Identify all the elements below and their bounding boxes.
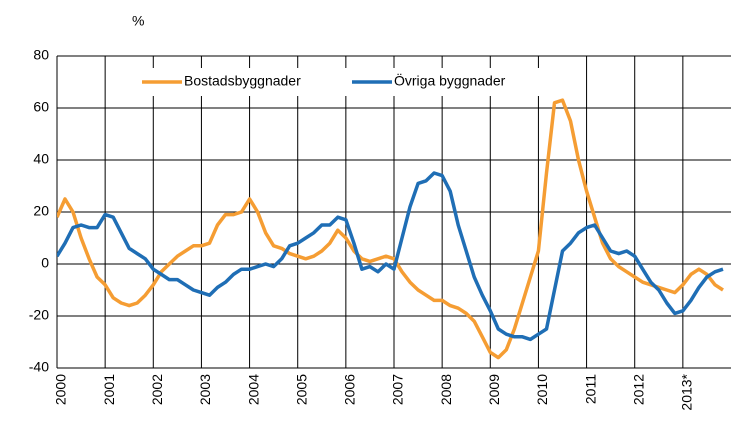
x-tick-label: 2002: [149, 374, 165, 405]
data-line: [57, 171, 724, 342]
x-tick-label: 2003: [197, 374, 213, 405]
legend-label: Övriga byggnader: [394, 72, 506, 89]
x-tick-label: 2010: [534, 374, 550, 405]
y-axis-label: %: [132, 13, 144, 29]
x-tick-label: 2006: [342, 374, 358, 405]
x-tick-label: 2013*: [679, 373, 695, 410]
y-tick-label: 0: [41, 255, 49, 271]
y-tick-label: 40: [33, 151, 49, 167]
y-tick-label: 20: [33, 203, 49, 219]
x-tick-label: 2007: [390, 374, 406, 405]
y-tick-label: 80: [33, 47, 49, 63]
x-tick-label: 2009: [486, 374, 502, 405]
x-tick-label: 2008: [438, 374, 454, 405]
legend-label: Bostadsbyggnader: [184, 73, 301, 89]
x-tick-label: 2001: [101, 374, 117, 405]
legend-box: [140, 68, 560, 96]
x-tick-label: 2004: [245, 374, 261, 405]
data-line: [57, 98, 724, 360]
x-tick-label: 2012: [630, 374, 646, 405]
x-tick-label: 2000: [53, 374, 69, 405]
y-tick-label: 60: [33, 99, 49, 115]
x-tick-label: 2011: [582, 374, 598, 404]
y-tick-label: -20: [29, 307, 49, 323]
x-tick-label: 2005: [293, 374, 309, 405]
y-tick-label: -40: [29, 359, 49, 375]
